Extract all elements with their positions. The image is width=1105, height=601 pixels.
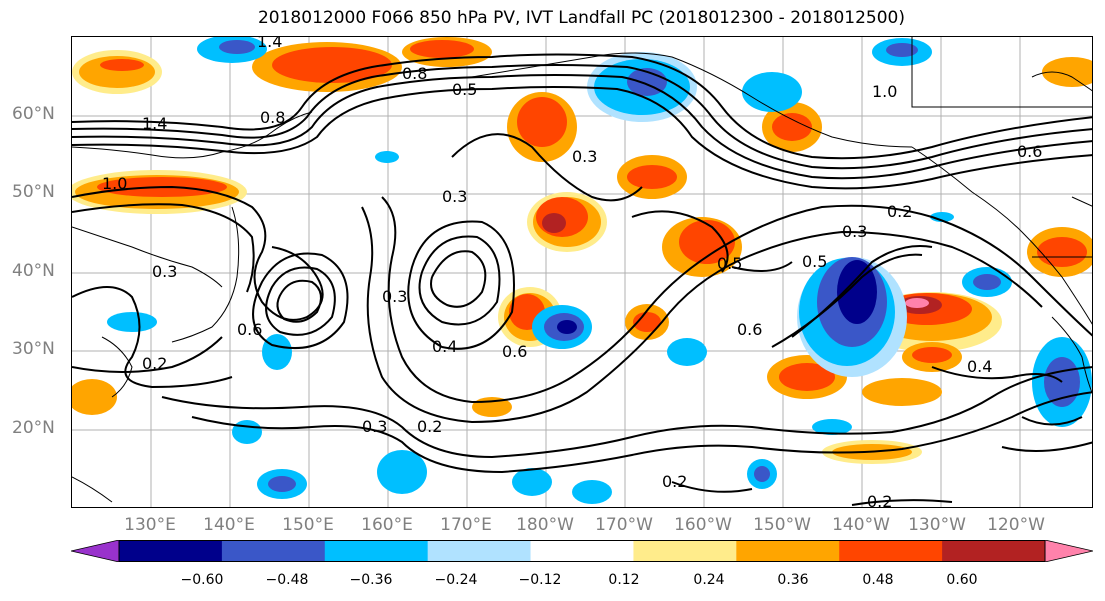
contour-label: 0.5 — [717, 254, 742, 273]
contour-label: 0.3 — [572, 147, 597, 166]
lon-label: 130°E — [124, 515, 176, 535]
negative-pv-shading — [107, 37, 1092, 504]
contour-label: 1.4 — [142, 114, 167, 133]
contour-label: 0.5 — [452, 80, 477, 99]
map-plot: 1.4 0.8 1.0 0.5 0.8 1.4 1.0 0.3 0.3 0.3 … — [72, 37, 1092, 508]
lat-label: 30°N — [12, 339, 55, 359]
colorbar-graphic — [71, 540, 1093, 562]
contour-label: 0.3 — [842, 222, 867, 241]
positive-pv-shading — [72, 37, 1092, 464]
lat-label: 40°N — [12, 261, 55, 281]
contour-label: 0.8 — [260, 108, 285, 127]
contour-label: 0.2 — [142, 354, 167, 373]
lat-label: 60°N — [12, 104, 55, 124]
colorbar-tick-label: 0.48 — [862, 572, 894, 588]
coastlines — [72, 37, 1092, 503]
colorbar-swatch — [942, 540, 1046, 562]
colorbar-swatch — [736, 540, 840, 562]
colorbar — [71, 540, 1093, 562]
colorbar-swatch — [839, 540, 943, 562]
lon-label: 120°W — [987, 515, 1045, 535]
lon-label: 130°W — [908, 515, 966, 535]
contour-label: 1.4 — [257, 37, 282, 51]
contour-label: 0.6 — [237, 320, 262, 339]
colorbar-tick-label: 0.60 — [946, 572, 978, 588]
lon-label: 150°W — [753, 515, 811, 535]
lon-label: 140°W — [832, 515, 890, 535]
contour-label: 0.4 — [432, 337, 457, 356]
colorbar-tick-label: −0.24 — [434, 572, 478, 588]
contour-label: 0.2 — [417, 417, 442, 436]
contour-label: 0.6 — [1017, 142, 1042, 161]
colorbar-tick-label: −0.48 — [265, 572, 309, 588]
colorbar-frame — [118, 540, 1046, 562]
colorbar-swatch — [119, 540, 223, 562]
lat-label: 50°N — [12, 182, 55, 202]
lon-label: 170°W — [595, 515, 653, 535]
contour-label: 0.2 — [867, 492, 892, 508]
contour-label: 0.8 — [402, 64, 427, 83]
contour-label: 1.0 — [872, 82, 897, 101]
map-panel: 1.4 0.8 1.0 0.5 0.8 1.4 1.0 0.3 0.3 0.3 … — [71, 36, 1093, 508]
contour-label: 0.4 — [967, 357, 992, 376]
lon-label: 140°E — [203, 515, 255, 535]
colorbar-tick-label: 0.24 — [693, 572, 725, 588]
contour-label: 0.3 — [152, 262, 177, 281]
ivt-contours — [72, 53, 1092, 506]
contour-label: 0.3 — [362, 417, 387, 436]
colorbar-swatch — [324, 540, 429, 562]
lat-label: 20°N — [12, 418, 55, 438]
colorbar-tick-label: 0.12 — [608, 572, 640, 588]
lon-label: 150°E — [282, 515, 334, 535]
colorbar-swatch — [427, 540, 532, 562]
contour-label: 0.2 — [887, 202, 912, 221]
colorbar-extension-low — [71, 540, 120, 562]
colorbar-extension-high — [1044, 540, 1093, 562]
lon-label: 180°W — [516, 515, 574, 535]
colorbar-tick-label: −0.36 — [349, 572, 393, 588]
colorbar-swatch — [221, 540, 326, 562]
contour-label: 0.6 — [502, 342, 527, 361]
colorbar-swatch — [530, 540, 634, 562]
lon-label: 170°E — [440, 515, 492, 535]
map-title: 2018012000 F066 850 hPa PV, IVT Landfall… — [257, 8, 905, 28]
colorbar-tick-label: 0.36 — [777, 572, 809, 588]
contour-label: 0.2 — [662, 472, 687, 491]
contour-label: 0.5 — [802, 252, 827, 271]
contour-label: 1.0 — [102, 174, 127, 193]
contour-label: 0.6 — [737, 320, 762, 339]
contour-label: 0.3 — [382, 287, 407, 306]
contour-label-group: 1.4 0.8 1.0 0.5 0.8 1.4 1.0 0.3 0.3 0.3 … — [102, 37, 1042, 508]
lon-label: 160°W — [674, 515, 732, 535]
colorbar-swatch — [633, 540, 737, 562]
graticule — [72, 37, 1092, 507]
contour-label: 0.3 — [442, 187, 467, 206]
colorbar-tick-label: −0.12 — [518, 572, 562, 588]
colorbar-tick-label: −0.60 — [180, 572, 224, 588]
lon-label: 160°E — [361, 515, 413, 535]
